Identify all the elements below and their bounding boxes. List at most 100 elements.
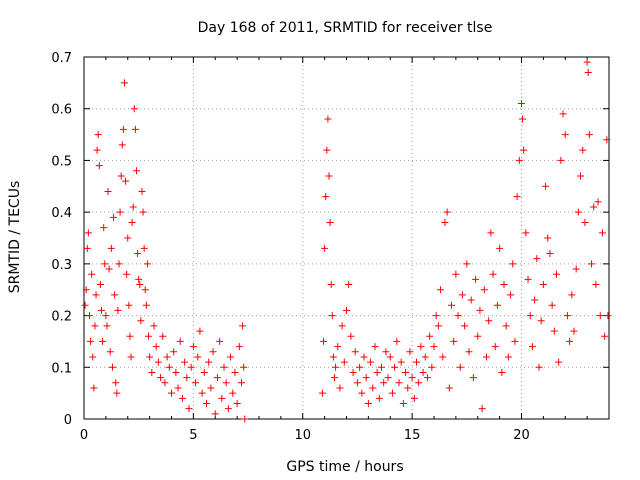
data-point (581, 218, 589, 226)
data-point (82, 286, 90, 294)
data-point (496, 244, 504, 252)
data-point (343, 306, 350, 314)
data-point (478, 405, 486, 413)
data-point (137, 317, 145, 325)
data-point (107, 244, 115, 252)
data-point (216, 337, 224, 345)
data-point (535, 363, 543, 371)
data-point (165, 363, 173, 371)
data-point (174, 384, 182, 392)
data-point (209, 348, 217, 356)
data-point (386, 353, 394, 361)
data-point (227, 353, 235, 361)
data-point (415, 379, 423, 387)
data-point (553, 270, 560, 278)
data-point (423, 374, 431, 382)
data-point (360, 353, 368, 361)
data-point (146, 353, 154, 361)
data-point (448, 301, 455, 309)
data-point (141, 286, 149, 294)
data-point (196, 327, 204, 335)
data-point (548, 301, 556, 309)
x-tick-label: 15 (404, 428, 421, 443)
chart-title: Day 168 of 2011, SRMTID for receiver tls… (198, 20, 493, 36)
data-point (88, 270, 96, 278)
data-point (520, 146, 528, 154)
axis-ticks: 0 5 10 15 20 0 0.1 0.2 0.3 0.4 0.5 0.6 0.7 (51, 51, 610, 443)
data-point (443, 208, 451, 216)
data-point (145, 332, 153, 340)
data-point (170, 348, 178, 356)
data-point (373, 368, 381, 376)
data-point (388, 389, 396, 397)
data-point (123, 270, 131, 278)
y-tick-label: 0.4 (51, 206, 72, 221)
data-point (380, 379, 388, 387)
data-point (369, 384, 377, 392)
data-point (239, 322, 247, 330)
data-point (106, 348, 114, 356)
x-axis-label: GPS time / hours (286, 459, 403, 475)
data-point (105, 265, 113, 273)
data-point (584, 69, 592, 77)
data-point (99, 337, 107, 345)
data-point (103, 322, 111, 330)
data-point (434, 322, 442, 330)
data-point (330, 374, 338, 382)
data-point (92, 291, 100, 299)
data-point (127, 353, 135, 361)
data-point (399, 399, 407, 407)
data-point (362, 374, 370, 382)
data-point (583, 58, 591, 66)
data-point (603, 136, 611, 144)
data-point (91, 322, 99, 330)
y-tick-label: 0.5 (51, 154, 72, 169)
data-point (159, 332, 167, 340)
x-tick-label: 20 (513, 428, 530, 443)
data-point (131, 125, 139, 133)
data-point (421, 353, 429, 361)
data-point (367, 358, 375, 366)
data-point (461, 322, 469, 330)
data-point (487, 229, 495, 237)
data-point (469, 374, 477, 382)
data-point (320, 337, 328, 345)
data-point (143, 260, 151, 268)
data-point (428, 363, 436, 371)
data-point (183, 374, 191, 382)
data-point (465, 348, 473, 356)
data-point (375, 394, 383, 402)
data-point (402, 368, 410, 376)
data-point (413, 358, 420, 366)
data-point (566, 337, 574, 345)
data-point (89, 353, 97, 361)
data-points (81, 58, 612, 423)
data-point (574, 208, 582, 216)
data-point (601, 332, 609, 340)
data-point (85, 312, 93, 320)
data-point (130, 105, 138, 113)
data-point (318, 389, 326, 397)
data-point (511, 337, 519, 345)
data-point (110, 213, 118, 221)
data-point (592, 281, 600, 289)
data-point (108, 363, 116, 371)
data-point (441, 218, 449, 226)
data-point (207, 384, 215, 392)
y-tick-label: 0.2 (51, 310, 72, 325)
data-point (203, 399, 210, 407)
data-point (474, 332, 482, 340)
data-point (432, 312, 440, 320)
data-point (345, 281, 353, 289)
data-point (485, 317, 493, 325)
data-point (181, 358, 189, 366)
y-axis-label: SRMTID / TECUs (7, 181, 23, 294)
data-point (522, 229, 530, 237)
data-point (114, 306, 122, 314)
data-point (410, 394, 418, 402)
data-point (598, 229, 606, 237)
data-point (351, 348, 359, 356)
data-point (382, 348, 390, 356)
data-point (439, 353, 447, 361)
data-point (119, 125, 127, 133)
